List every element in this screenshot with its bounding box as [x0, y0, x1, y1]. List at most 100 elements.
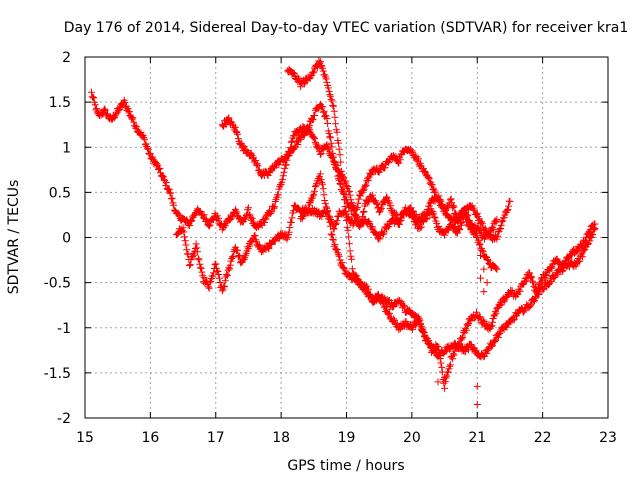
data-point-arc-4	[337, 158, 345, 166]
data-point-arc-2	[214, 268, 222, 275]
y-tick-label: 0	[62, 231, 71, 247]
data-point-arc-5	[417, 322, 425, 330]
data-point-arc-1	[104, 110, 111, 118]
data-point-arc-5	[526, 302, 534, 310]
data-point-arc-3	[357, 220, 365, 228]
data-point-arc-3	[239, 142, 247, 150]
data-point-arc-1	[258, 220, 265, 228]
data-point-arc-2	[430, 189, 438, 197]
data-point-arc-5	[329, 235, 337, 243]
data-point-arc-4	[328, 97, 336, 105]
data-point-arc-5	[320, 191, 328, 199]
data-point-scattered	[480, 288, 488, 296]
data-point-arc-2	[362, 182, 370, 190]
data-point-arc-5	[510, 316, 518, 324]
data-point-arc-4	[446, 362, 454, 370]
data-point-arc-5	[546, 279, 554, 287]
data-point-arc-4	[340, 196, 348, 204]
data-point-arc-5	[558, 267, 566, 275]
data-point-arc-4	[440, 379, 448, 387]
data-point-arc-2	[184, 250, 192, 258]
data-point-arc-5	[472, 346, 480, 354]
data-point-arc-2	[285, 228, 293, 236]
data-point-arc-1	[369, 223, 377, 231]
data-point-arc-1	[310, 133, 318, 141]
data-point-arc-3	[423, 214, 431, 222]
data-point-arc-1	[128, 115, 136, 123]
data-point-arc-2	[197, 264, 205, 272]
data-point-arc-3	[327, 139, 335, 147]
data-point-scattered	[477, 252, 484, 259]
data-point-arc-2	[236, 253, 244, 261]
data-point-arc-1	[205, 222, 213, 230]
data-point-scattered	[473, 401, 481, 408]
data-point-arc-1	[244, 204, 252, 212]
data-point-arc-3	[360, 208, 368, 215]
data-point-arc-4	[549, 260, 557, 268]
data-point-arc-3	[328, 143, 336, 151]
data-point-arc-2	[183, 246, 191, 254]
data-point-arc-1	[282, 161, 290, 169]
data-point-arc-1	[279, 172, 287, 180]
data-point-arc-1	[366, 220, 374, 228]
data-point-arc-4	[343, 216, 350, 224]
data-point-arc-2	[196, 260, 204, 268]
data-point-arc-2	[381, 164, 389, 172]
data-point-arc-1	[231, 205, 239, 213]
data-point-arc-1	[274, 191, 282, 199]
data-point-arc-2	[431, 187, 439, 195]
data-point-arc-2	[364, 176, 372, 184]
data-point-arc-4	[488, 322, 496, 330]
data-point-arc-3	[329, 153, 337, 161]
data-point-arc-1	[144, 145, 152, 153]
x-tick-label: 21	[468, 430, 486, 446]
data-point-arc-2	[425, 175, 433, 183]
data-point-arc-2	[221, 282, 228, 290]
data-point-arc-2	[359, 187, 367, 195]
data-point-arc-3	[463, 215, 471, 223]
data-point-arc-4	[327, 92, 334, 100]
data-point-arc-2	[497, 224, 504, 232]
data-point-arc-1	[112, 111, 119, 119]
data-point-arc-2	[318, 213, 326, 220]
data-point-arc-5	[589, 231, 597, 239]
data-point-arc-2	[470, 206, 478, 214]
data-point-arc-4	[500, 298, 508, 306]
data-point-arc-4	[333, 128, 341, 136]
data-point-arc-3	[311, 112, 318, 119]
data-point-arc-2	[473, 209, 481, 217]
data-point-arc-1	[311, 135, 318, 143]
data-point-arc-4	[329, 102, 337, 110]
data-point-arc-1	[130, 118, 138, 126]
data-point-arc-3	[476, 240, 484, 248]
data-point-arc-3	[387, 202, 395, 210]
data-point-arc-1	[326, 148, 334, 156]
data-point-arc-2	[361, 181, 369, 189]
data-point-arc-5	[576, 257, 584, 265]
grid	[85, 57, 608, 418]
data-point-arc-5	[415, 315, 423, 323]
data-point-arc-3	[430, 210, 438, 218]
data-point-arc-3	[332, 161, 340, 169]
data-point-arc-3	[264, 172, 272, 179]
data-point-arc-2	[287, 219, 295, 226]
data-point-arc-1	[88, 93, 96, 101]
data-point-arc-4	[437, 359, 445, 367]
data-point-arc-5	[338, 259, 346, 267]
data-point-arc-5	[321, 200, 329, 208]
data-point-arc-4	[493, 305, 501, 313]
data-point-arc-2	[330, 225, 338, 233]
data-point-arc-4	[449, 355, 457, 363]
data-point-arc-5	[321, 197, 329, 204]
data-point-arc-3	[320, 107, 328, 115]
data-point-arc-4	[339, 183, 347, 191]
data-point-arc-5	[418, 324, 426, 332]
data-point-arc-1	[244, 206, 252, 214]
data-point-arc-1	[101, 105, 109, 113]
data-point-arc-5	[345, 271, 353, 279]
data-point-arc-5	[335, 251, 342, 259]
data-point-arc-1	[125, 108, 133, 116]
data-point-arc-5	[432, 346, 440, 354]
data-point-arc-5	[369, 298, 377, 306]
data-point-arc-2	[497, 221, 505, 229]
